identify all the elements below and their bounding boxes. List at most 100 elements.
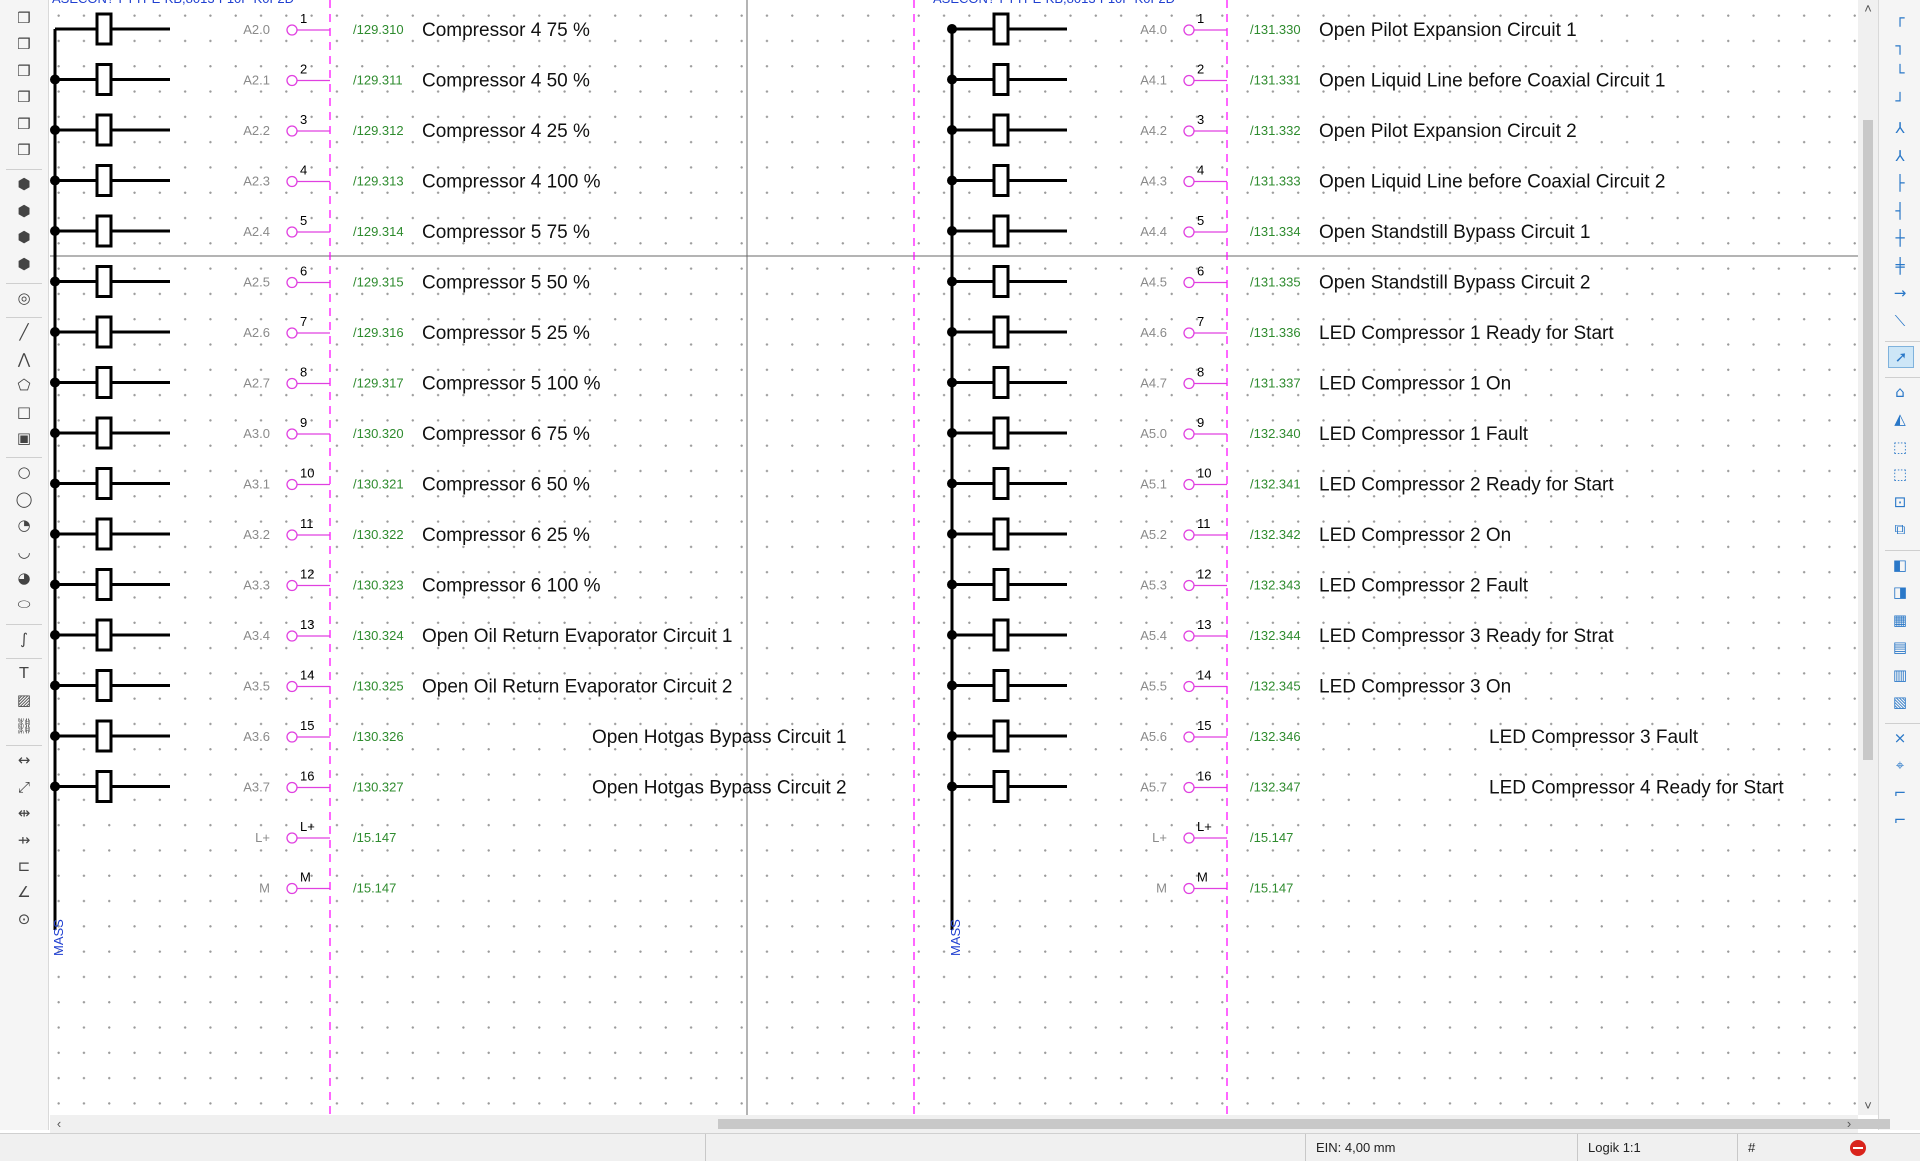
right-connection-point xyxy=(1183,24,1195,36)
bus-port-icon[interactable]: ⌐ xyxy=(1893,783,1907,802)
schematic-drawing[interactable]: ASECON?-FTYPE-KB,8013-F10F-K0F2D ASECON?-… xyxy=(50,0,1858,1115)
rectangle-tool-icon[interactable]: □ xyxy=(16,402,32,421)
view-iso-2-icon[interactable]: ⬢ xyxy=(17,201,31,220)
spline-tool-icon[interactable]: ∫ xyxy=(20,629,28,648)
connection-corner-bottom-right-icon[interactable]: ┘ xyxy=(1895,91,1905,110)
view-iso-3-icon[interactable]: ⬢ xyxy=(17,228,31,247)
dimension-linear-icon[interactable]: ↔ xyxy=(17,751,31,770)
view-bottom-icon[interactable]: ❒ xyxy=(17,141,31,159)
polyline-tool-icon[interactable]: ⋀ xyxy=(17,349,31,368)
connection-tee-up-icon[interactable]: ⅄ xyxy=(1895,146,1905,165)
arc-tool-icon[interactable]: ◔ xyxy=(17,516,31,535)
view-iso-1-icon[interactable]: ⬢ xyxy=(17,175,31,194)
left-function-text: Compressor 4 75 % xyxy=(422,20,590,41)
interruption-point-icon[interactable]: → xyxy=(1893,284,1907,302)
right-cross-reference: /131.331 xyxy=(1250,73,1301,88)
scroll-up-icon[interactable]: ˄ xyxy=(1864,1,1872,16)
view-back-icon[interactable]: ❒ xyxy=(17,35,31,54)
view-front-icon[interactable]: ❒ xyxy=(17,9,31,27)
view-left-icon[interactable]: ❒ xyxy=(17,61,31,80)
left-address-label: A2.1 xyxy=(243,73,270,88)
toolbar-separator xyxy=(1885,341,1920,342)
horizontal-scrollbar[interactable]: ‹ › xyxy=(50,1115,1890,1133)
left-function-text: Open Oil Return Evaporator Circuit 2 xyxy=(422,677,732,698)
connection-tee-down-icon[interactable]: ⅄ xyxy=(1895,119,1905,137)
circle-tool-icon[interactable]: ○ xyxy=(17,463,31,482)
connection-tee-right-icon[interactable]: ├ xyxy=(1895,174,1905,192)
toolbar-separator xyxy=(1885,549,1920,551)
device-connection-point-icon[interactable]: ⊡ xyxy=(1893,492,1907,511)
dimension-baseline-icon[interactable]: ⇸ xyxy=(17,830,31,849)
connection-tee-left-icon[interactable]: ┤ xyxy=(1895,201,1905,220)
dimension-increment-icon[interactable]: ⊏ xyxy=(17,857,31,875)
right-contact-symbol xyxy=(992,63,1010,96)
right-contact-symbol xyxy=(992,164,1010,197)
view-right-icon[interactable]: ❒ xyxy=(17,88,31,107)
left-contact-symbol xyxy=(95,164,113,197)
left-contact-symbol xyxy=(95,416,113,450)
ellipse-tool-icon[interactable]: ⬭ xyxy=(17,595,31,614)
vertical-scroll-thumb[interactable] xyxy=(1863,120,1873,760)
black-box-icon[interactable]: ⬚ xyxy=(1892,437,1908,456)
line-tool-icon[interactable]: ╱ xyxy=(19,323,29,342)
mirror-icon[interactable]: ◭ xyxy=(1894,410,1906,428)
sector-tool-icon[interactable]: ◕ xyxy=(17,569,31,587)
connection-corner-bottom-left-icon[interactable]: └ xyxy=(1895,64,1905,82)
cable-definition-icon[interactable]: ⨯ xyxy=(1893,728,1907,747)
left-function-text: Compressor 5 25 % xyxy=(422,323,590,344)
view-iso-4-icon[interactable]: ⬢ xyxy=(17,254,31,273)
circle-3point-icon[interactable]: ◯ xyxy=(15,489,33,508)
graphic-mode-icon[interactable]: ▦ xyxy=(1892,610,1908,629)
right-connection-point xyxy=(1183,377,1195,390)
arc-3point-icon[interactable]: ◡ xyxy=(17,542,31,561)
layer-front-icon[interactable]: ◧ xyxy=(1892,555,1908,574)
left-pin-number: 1 xyxy=(300,11,307,26)
dimension-angle-icon[interactable]: ∠ xyxy=(17,883,31,902)
hyperlink-tool-icon[interactable]: ⛓ xyxy=(14,717,34,735)
connection-corner-top-right-icon[interactable]: ┐ xyxy=(1895,36,1905,55)
polygon-tool-icon[interactable]: ⬠ xyxy=(17,376,31,395)
right-contact-symbol xyxy=(992,467,1010,500)
left-pin-number: 7 xyxy=(300,314,307,329)
scroll-down-icon[interactable]: ˅ xyxy=(1864,1098,1872,1113)
connection-double-tee-icon[interactable]: ╪ xyxy=(1895,256,1905,275)
placeholder-rect-icon[interactable]: ▣ xyxy=(16,429,32,447)
schematic-canvas[interactable]: ASECON?-FTYPE-KB,8013-F10F-K0F2D ASECON?-… xyxy=(50,0,1858,1115)
dimension-chain-icon[interactable]: ⇹ xyxy=(17,804,31,823)
scroll-left-icon[interactable]: ‹ xyxy=(56,1116,62,1131)
assign-function-icon[interactable]: ▤ xyxy=(1892,638,1908,656)
network-line-icon[interactable]: ⌐ xyxy=(1893,811,1907,829)
connection-corner-top-left-icon[interactable]: ┌ xyxy=(1895,9,1905,27)
horizontal-scroll-thumb[interactable] xyxy=(718,1119,1890,1129)
connection-cross-icon[interactable]: ┼ xyxy=(1895,229,1905,247)
layer-back-icon[interactable]: ◨ xyxy=(1892,583,1908,601)
vertical-scrollbar[interactable]: ˄ ˅ xyxy=(1858,0,1878,1115)
right-pin-number: 9 xyxy=(1197,415,1204,430)
location-box-icon[interactable]: ⧉ xyxy=(1894,520,1906,538)
view-rotate-icon[interactable]: ◎ xyxy=(17,289,31,307)
insert-device-icon[interactable]: ⌂ xyxy=(1895,382,1905,401)
select-pointer-icon[interactable]: ➚ xyxy=(1888,346,1914,368)
angle-connection-icon[interactable]: ⟍ xyxy=(1894,311,1906,330)
left-cross-reference: /130.320 xyxy=(353,426,404,441)
stop-icon[interactable] xyxy=(1850,1140,1866,1156)
view-top-icon[interactable]: ❒ xyxy=(17,114,31,133)
ungroup-icon[interactable]: ▧ xyxy=(1892,693,1908,711)
left-contact-symbol xyxy=(95,770,113,803)
scroll-right-icon[interactable]: › xyxy=(1846,1116,1852,1131)
left-cross-reference: /130.327 xyxy=(353,780,404,795)
toolbar-separator xyxy=(6,658,42,660)
left-pin-number: 6 xyxy=(300,264,307,279)
image-tool-icon[interactable]: ▨ xyxy=(16,690,32,709)
shield-icon[interactable]: ⌖ xyxy=(1895,756,1905,774)
left-connection-point xyxy=(286,74,298,87)
right-pin-number: 11 xyxy=(1197,516,1211,531)
dimension-aligned-icon[interactable]: ⤢ xyxy=(17,777,30,796)
text-tool-icon[interactable]: T xyxy=(19,664,29,683)
structure-box-icon[interactable]: ⬚ xyxy=(1892,465,1908,483)
group-icon[interactable]: ▥ xyxy=(1892,665,1908,684)
status-bar: EIN: 4,00 mm Logik 1:1 # xyxy=(0,1133,1920,1161)
left-cross-reference: /130.322 xyxy=(353,527,404,542)
dimension-radius-icon[interactable]: ⊙ xyxy=(17,909,31,928)
status-message xyxy=(0,1134,710,1161)
